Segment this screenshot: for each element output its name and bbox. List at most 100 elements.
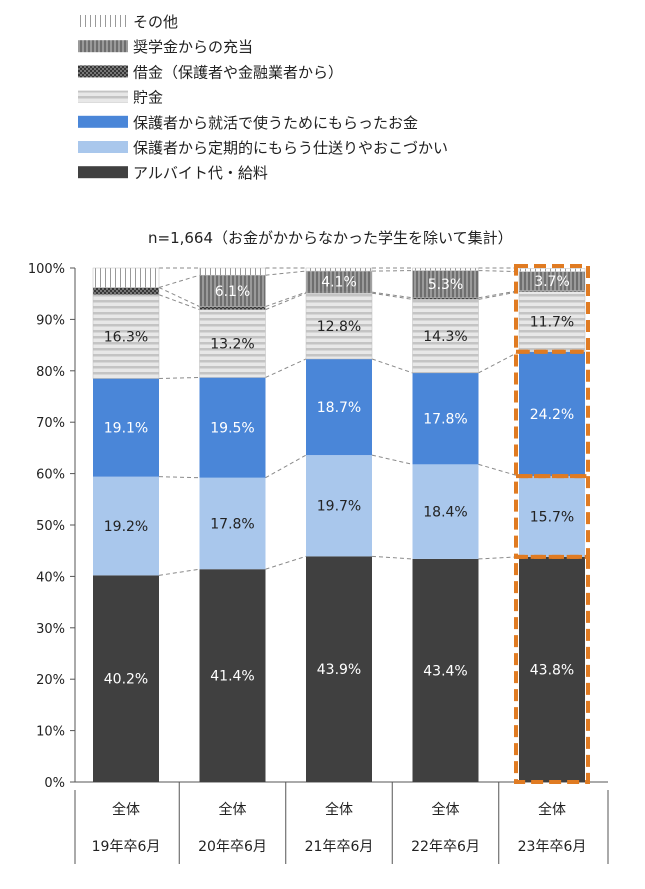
bar-segment bbox=[199, 306, 266, 310]
bar-segment bbox=[93, 476, 159, 576]
data-label: 13.2% bbox=[210, 337, 254, 353]
bar-segment bbox=[412, 270, 479, 299]
category-sublabel: 22年卒6月 bbox=[411, 839, 480, 855]
data-label: 18.7% bbox=[317, 400, 361, 416]
bar-segment bbox=[518, 268, 586, 272]
connector-line bbox=[371, 270, 413, 272]
connector-line bbox=[478, 351, 520, 374]
y-tick-label: 100% bbox=[28, 262, 65, 277]
data-label: 3.7% bbox=[534, 274, 570, 290]
highlight-frame bbox=[514, 554, 590, 784]
legend-label: その他 bbox=[133, 13, 178, 31]
data-label: 24.2% bbox=[530, 407, 574, 423]
legend-label: アルバイト代・給料 bbox=[133, 164, 268, 182]
legend-swatch bbox=[78, 166, 128, 179]
y-tick-label: 40% bbox=[36, 570, 65, 585]
connector-line bbox=[478, 270, 520, 273]
connector-line bbox=[371, 358, 413, 374]
connector-line bbox=[158, 568, 200, 576]
connector-line bbox=[265, 291, 307, 308]
connector-line bbox=[265, 555, 307, 570]
legend-swatch bbox=[78, 65, 128, 78]
bar-segment bbox=[412, 464, 479, 559]
connector-line bbox=[158, 294, 200, 311]
data-label: 19.1% bbox=[104, 421, 148, 437]
category-label: 全体 bbox=[538, 801, 566, 818]
data-label: 11.7% bbox=[530, 315, 574, 331]
connector-line bbox=[371, 291, 413, 299]
bar-segment bbox=[93, 575, 159, 782]
bars bbox=[92, 267, 586, 782]
bar-segment bbox=[519, 476, 585, 557]
legend-label: 保護者から就活で使うためにもらったお金 bbox=[133, 114, 418, 132]
connector-line bbox=[158, 376, 200, 380]
y-tick-label: 50% bbox=[36, 519, 65, 534]
legend-label: 借金（保護者や金融業者から） bbox=[133, 63, 343, 81]
data-label: 19.7% bbox=[317, 499, 361, 515]
legend-label: 貯金 bbox=[133, 89, 163, 107]
connector-line bbox=[158, 476, 200, 479]
category-label: 全体 bbox=[219, 801, 247, 818]
y-tick-label: 60% bbox=[36, 468, 65, 483]
bar-segment bbox=[305, 292, 373, 360]
connector-line bbox=[478, 291, 520, 300]
bar-segment bbox=[199, 477, 266, 570]
category-label: 全体 bbox=[112, 801, 140, 818]
category-sublabel: 20年卒6月 bbox=[198, 839, 267, 855]
data-label: 17.8% bbox=[210, 516, 254, 532]
bar-segment bbox=[199, 569, 266, 782]
data-label: 19.2% bbox=[104, 519, 148, 535]
bar-segment bbox=[199, 267, 266, 276]
legend-label: 奨学金からの充当 bbox=[133, 38, 253, 56]
data-label: 16.3% bbox=[104, 330, 148, 346]
bar-segment bbox=[306, 556, 372, 782]
y-tick-label: 0% bbox=[44, 776, 65, 791]
connector-line bbox=[265, 454, 307, 479]
connector-line bbox=[265, 358, 307, 378]
data-labels: 40.2% 19.2% 19.1% 16.3% 41.4% 17.8% 19.5% 13.2%… bbox=[104, 274, 574, 688]
legend-swatch bbox=[78, 40, 128, 53]
data-label: 15.7% bbox=[530, 510, 574, 526]
category-sublabel: 23年卒6月 bbox=[518, 839, 587, 855]
data-label: 41.4% bbox=[210, 669, 254, 685]
bar-segment bbox=[199, 309, 266, 378]
sample-note: n=1,664（お金がかからなかった学生を除いて集計） bbox=[148, 229, 513, 247]
highlight-frame bbox=[514, 264, 590, 354]
bar-segment bbox=[412, 372, 479, 465]
connector-line bbox=[478, 463, 520, 477]
data-label: 40.2% bbox=[104, 672, 148, 688]
bar-segment bbox=[305, 267, 373, 272]
legend-swatch bbox=[78, 141, 128, 153]
connector-line bbox=[265, 292, 307, 311]
data-label: 43.8% bbox=[530, 662, 574, 678]
connector-line bbox=[478, 556, 520, 560]
legend-label: 保護者から定期的にもらう仕送りやおこづかい bbox=[133, 139, 448, 157]
highlight-frame bbox=[514, 349, 590, 479]
y-tick-label: 20% bbox=[36, 673, 65, 688]
category-label: 全体 bbox=[432, 801, 460, 818]
category-label: 全体 bbox=[325, 801, 353, 818]
y-tick-label: 30% bbox=[36, 622, 65, 637]
connector-lines bbox=[158, 267, 520, 576]
connector-line bbox=[265, 270, 307, 276]
connector-line bbox=[478, 290, 520, 299]
data-label: 6.1% bbox=[215, 284, 251, 300]
y-axis: 0% 10% 20% 30% 40% 50% 60% 70% 80% 90% 100% bbox=[28, 262, 608, 791]
data-label: 43.4% bbox=[423, 663, 467, 679]
data-label: 19.5% bbox=[210, 421, 254, 437]
data-label: 17.8% bbox=[423, 412, 467, 428]
category-sublabel: 19年卒6月 bbox=[92, 839, 161, 855]
bar-segment bbox=[92, 294, 160, 379]
bar-segment bbox=[519, 556, 585, 782]
connector-line bbox=[158, 274, 200, 289]
bar-segment bbox=[412, 299, 479, 374]
data-label: 14.3% bbox=[423, 329, 467, 345]
data-label: 43.9% bbox=[317, 662, 361, 678]
bar-segment bbox=[92, 287, 160, 295]
connector-line bbox=[371, 454, 413, 465]
legend-swatch bbox=[78, 15, 128, 27]
bar-segment bbox=[92, 267, 160, 288]
data-label: 5.3% bbox=[428, 277, 464, 293]
